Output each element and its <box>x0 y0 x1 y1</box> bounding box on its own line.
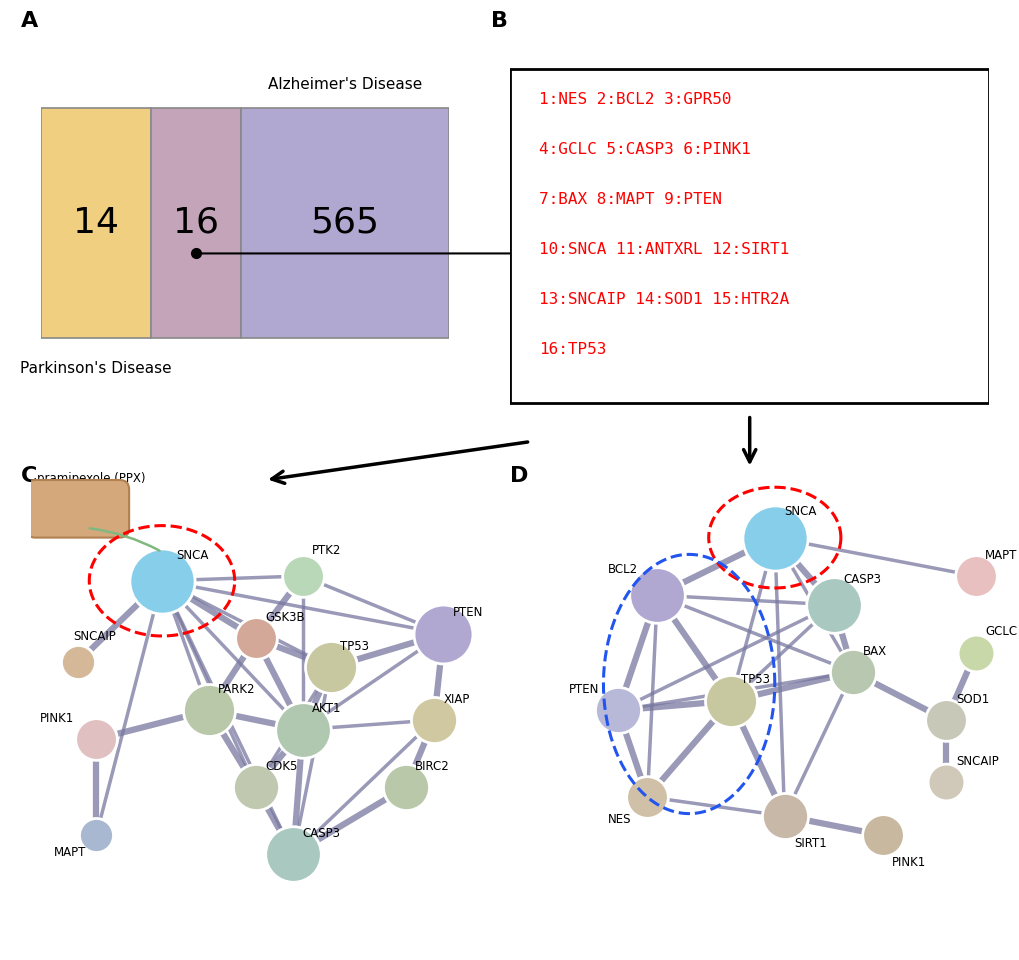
Point <box>248 780 264 795</box>
Text: CASP3: CASP3 <box>843 572 880 586</box>
Point <box>609 703 626 718</box>
Point <box>294 722 311 737</box>
Point <box>248 631 264 646</box>
Text: A: A <box>20 11 38 31</box>
Text: Parkinson's Disease: Parkinson's Disease <box>20 361 171 376</box>
FancyBboxPatch shape <box>25 480 129 538</box>
Text: 10:SNCA 11:ANTXRL 12:SIRT1: 10:SNCA 11:ANTXRL 12:SIRT1 <box>538 242 789 257</box>
Text: 1:NES 2:BCL2 3:GPR50: 1:NES 2:BCL2 3:GPR50 <box>538 92 731 108</box>
Point <box>69 655 86 670</box>
Text: TP53: TP53 <box>740 673 768 686</box>
Text: Alzheimer's Disease: Alzheimer's Disease <box>267 77 422 92</box>
Text: D: D <box>510 466 528 486</box>
Text: BAX: BAX <box>862 644 887 658</box>
Text: MAPT: MAPT <box>984 548 1017 562</box>
Text: PARK2: PARK2 <box>218 683 256 696</box>
Text: 16:TP53: 16:TP53 <box>538 342 605 357</box>
Text: GCLC: GCLC <box>984 625 1016 638</box>
Text: SOD1: SOD1 <box>955 692 988 706</box>
Point <box>873 828 890 843</box>
Point <box>294 568 311 584</box>
Point <box>88 732 104 747</box>
Point <box>966 645 982 660</box>
Point <box>937 775 954 790</box>
Text: 7:BAX 8:MAPT 9:PTEN: 7:BAX 8:MAPT 9:PTEN <box>538 192 720 207</box>
Point <box>322 660 338 675</box>
Bar <box>510 69 988 403</box>
Point <box>766 530 783 545</box>
Text: 16: 16 <box>172 205 219 240</box>
Point <box>154 573 170 588</box>
Text: CASP3: CASP3 <box>303 827 340 840</box>
Text: pramipexole (PPX): pramipexole (PPX) <box>38 471 146 485</box>
Text: B: B <box>490 11 507 31</box>
Point <box>844 664 860 680</box>
Text: 4:GCLC 5:CASP3 6:PINK1: 4:GCLC 5:CASP3 6:PINK1 <box>538 142 750 157</box>
Text: XIAP: XIAP <box>443 692 470 706</box>
Text: AKT1: AKT1 <box>312 702 341 715</box>
Point <box>639 789 655 804</box>
Bar <box>41 108 151 338</box>
Text: SNCA: SNCA <box>176 548 208 562</box>
Point <box>775 808 792 824</box>
Text: PTEN: PTEN <box>452 606 483 619</box>
Bar <box>151 108 240 338</box>
Text: NES: NES <box>607 812 631 826</box>
Point <box>937 712 954 728</box>
Text: SNCAIP: SNCAIP <box>955 755 998 768</box>
Text: SIRT1: SIRT1 <box>794 836 826 850</box>
Point <box>824 597 841 612</box>
Text: PINK1: PINK1 <box>40 711 74 725</box>
Text: 14: 14 <box>72 205 119 240</box>
Point <box>397 780 414 795</box>
Bar <box>240 108 448 338</box>
Text: MAPT: MAPT <box>54 846 87 859</box>
Text: SNCAIP: SNCAIP <box>72 630 115 643</box>
Text: GSK3B: GSK3B <box>265 611 305 624</box>
Text: PTEN: PTEN <box>569 683 599 696</box>
Point <box>435 626 451 641</box>
Point <box>201 703 217 718</box>
Point <box>966 568 982 584</box>
Text: TP53: TP53 <box>340 639 369 653</box>
Point <box>648 588 664 603</box>
Point <box>426 712 442 728</box>
Text: SNCA: SNCA <box>784 505 816 518</box>
Point <box>285 847 302 862</box>
Point <box>88 828 104 843</box>
Text: BIRC2: BIRC2 <box>415 759 449 773</box>
Text: 565: 565 <box>310 205 379 240</box>
Text: C: C <box>21 466 38 486</box>
Point <box>721 693 738 708</box>
Text: CDK5: CDK5 <box>265 759 298 773</box>
Text: BCL2: BCL2 <box>607 563 638 576</box>
Text: PINK1: PINK1 <box>892 855 925 869</box>
Text: 13:SNCAIP 14:SOD1 15:HTR2A: 13:SNCAIP 14:SOD1 15:HTR2A <box>538 292 789 307</box>
Text: PTK2: PTK2 <box>312 543 341 557</box>
